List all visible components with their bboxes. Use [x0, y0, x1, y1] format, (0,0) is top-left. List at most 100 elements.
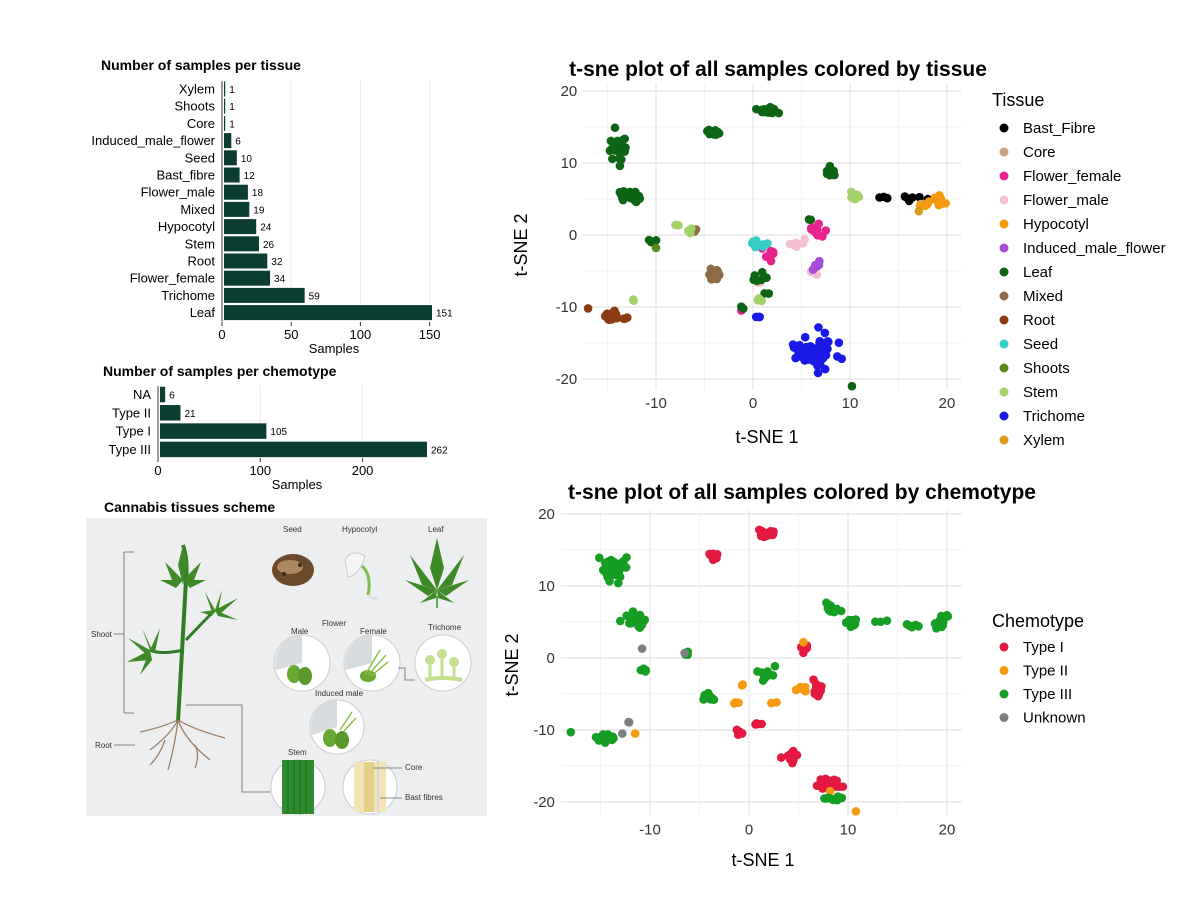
series-hypocotyl	[915, 191, 950, 211]
point-root	[610, 306, 619, 316]
tsne-tissue-xlabel: t-SNE 1	[735, 427, 798, 447]
bar-flower-female	[224, 270, 271, 286]
point-root	[600, 311, 610, 321]
bar-root	[224, 253, 268, 269]
point-stem	[754, 294, 764, 303]
legend-label-type-ii: Type II	[1023, 663, 1068, 680]
bar-leaf	[224, 305, 432, 321]
point-type-ii	[738, 680, 748, 689]
point-trichome	[817, 345, 826, 355]
category-label-induced-male-flower: Induced_male_flower	[91, 133, 215, 148]
point-type-iii	[822, 598, 831, 608]
x-tick-label: 0	[154, 463, 161, 478]
point-type-iii	[707, 693, 717, 703]
point-type-iii	[849, 620, 859, 630]
scheme-label-stem: Stem	[288, 748, 307, 757]
point-leaf	[713, 127, 723, 137]
point-leaf	[759, 107, 769, 117]
value-label-root: 32	[271, 257, 283, 268]
point-type-iii	[635, 623, 645, 633]
tsne-chemotype-legend-title: Chemotype	[992, 611, 1084, 631]
point-type-iii	[833, 792, 843, 801]
bar-trichome	[224, 287, 305, 303]
core-bast-illustration	[342, 759, 398, 815]
point-root	[620, 314, 630, 323]
value-label-shoots: 1	[229, 102, 235, 113]
point-type-i	[776, 753, 786, 762]
bar-core	[224, 115, 226, 131]
value-label-type-iii: 262	[431, 445, 448, 456]
point-type-iii	[607, 566, 617, 575]
bar-seed	[224, 150, 237, 166]
point-leaf	[847, 381, 857, 391]
tsne-tissue-plot: t-sne plot of all samples colored by tis…	[511, 58, 1166, 449]
bar-shoots	[224, 98, 226, 114]
legend-swatch-seed	[999, 339, 1009, 349]
trichome-connector-line	[398, 667, 415, 681]
point-bast-fibre	[915, 192, 924, 202]
value-label-seed: 10	[241, 154, 253, 165]
point-type-iii	[591, 732, 601, 742]
point-type-iii	[598, 565, 608, 575]
series-shoots	[651, 243, 661, 253]
point-type-i	[705, 550, 715, 559]
y-tick-label: -10	[556, 299, 578, 316]
point-leaf	[825, 168, 835, 177]
value-label-type-ii: 21	[184, 409, 196, 420]
point-leaf	[651, 236, 661, 245]
y-tick-label: 20	[538, 506, 555, 523]
legend-swatch-unknown	[999, 713, 1009, 722]
series-type-ii	[630, 637, 861, 816]
point-trichome	[799, 353, 808, 363]
point-type-i	[758, 530, 768, 540]
x-tick-label: -10	[639, 821, 661, 838]
legend-swatch-induced-male-flower	[999, 243, 1009, 253]
point-type-iii	[758, 676, 768, 685]
category-label-stem: Stem	[185, 236, 215, 251]
legend-swatch-root	[999, 315, 1009, 325]
point-type-iii	[632, 616, 642, 626]
point-type-i	[812, 781, 822, 790]
point-trichome	[834, 338, 844, 347]
scheme-label-root: Root	[95, 741, 113, 750]
x-tick-label: 0	[218, 327, 225, 342]
bar-induced-male-flower	[224, 133, 232, 149]
tsne-chemotype-ylabel: t-SNE 2	[502, 633, 522, 696]
point-type-i	[829, 778, 838, 788]
series-stem	[628, 187, 864, 306]
legend-swatch-type-ii	[999, 666, 1009, 675]
leaf-illustration	[405, 538, 469, 608]
series-unknown	[617, 644, 689, 738]
category-label-bast-fibre: Bast_fibre	[156, 168, 215, 183]
point-type-iii	[639, 616, 649, 625]
category-label-xylem: Xylem	[179, 82, 215, 97]
category-label-flower-female: Flower_female	[130, 271, 215, 286]
legend-label-shoots: Shoots	[1023, 360, 1070, 377]
legend-label-mixed: Mixed	[1023, 288, 1063, 305]
y-tick-label: 10	[561, 155, 578, 172]
point-type-ii	[630, 729, 640, 738]
point-type-iii	[566, 727, 576, 737]
value-label-induced-male-flower: 6	[235, 137, 241, 148]
legend-label-seed: Seed	[1023, 336, 1058, 353]
point-type-ii	[731, 698, 740, 707]
legend-label-trichome: Trichome	[1023, 408, 1085, 425]
point-type-i	[819, 776, 828, 785]
point-flower-female	[765, 250, 775, 260]
point-unknown	[637, 644, 647, 653]
tsne-tissue-legend: Bast_Fibre Core Flower_female Flower_male Hy…	[999, 120, 1166, 449]
value-label-flower-male: 18	[252, 188, 264, 199]
point-leaf	[738, 304, 748, 313]
point-type-iii	[622, 611, 631, 621]
value-label-stem: 26	[263, 240, 275, 251]
y-tick-label: -20	[533, 794, 555, 811]
chemotype-bar-chart: Number of samples per chemotype NA 6 Type …	[103, 363, 448, 492]
stem-illustration	[270, 759, 326, 815]
point-trichome	[751, 312, 761, 322]
tsne-tissue-ylabel: t-SNE 2	[511, 213, 531, 276]
value-label-na: 6	[169, 391, 175, 402]
male-flower-illustration	[273, 634, 331, 692]
series-flower-female	[737, 219, 831, 315]
point-trichome	[800, 332, 810, 342]
